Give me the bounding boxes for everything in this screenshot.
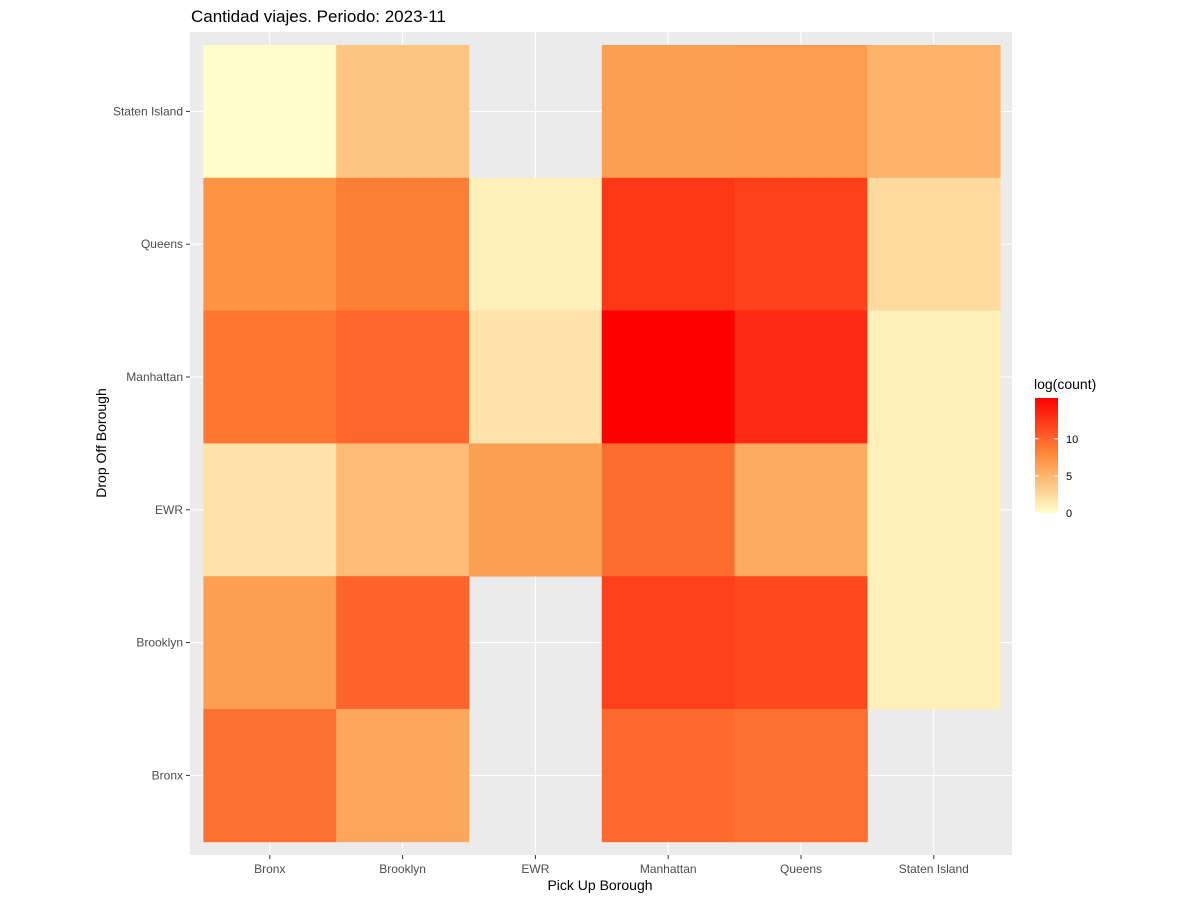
heatmap-cell [601, 709, 735, 843]
heatmap-cell [601, 443, 735, 577]
heatmap-cell [336, 177, 470, 311]
legend-title: log(count) [1034, 376, 1096, 392]
y-axis: Bronx Brooklyn EWR Manhattan Queens Staten Is… [113, 104, 190, 782]
legend-tick-label: 10 [1066, 434, 1078, 446]
heatmap-cell [734, 310, 868, 444]
y-tick-label: Bronx [152, 768, 183, 782]
heatmap-cells [203, 45, 1001, 843]
x-tick-label: Queens [780, 862, 822, 876]
heatmap-cell [601, 310, 735, 444]
y-tick-label: Brooklyn [136, 636, 183, 650]
heatmap-cell [336, 310, 470, 444]
heatmap-cell [336, 45, 470, 179]
heatmap-cell [203, 576, 337, 710]
x-tick-label: EWR [521, 862, 549, 876]
heatmap-cell [867, 443, 1001, 577]
y-tick-label: Staten Island [113, 104, 183, 118]
heatmap-cell [203, 443, 337, 577]
heatmap-cell [203, 709, 337, 843]
heatmap-cell [336, 576, 470, 710]
x-tick-label: Brooklyn [379, 862, 426, 876]
legend-tick-label: 5 [1066, 471, 1072, 483]
x-tick-label: Staten Island [899, 862, 969, 876]
heatmap-cell [734, 45, 868, 179]
x-axis-title: Pick Up Borough [547, 877, 652, 893]
legend-colorbar [1035, 398, 1058, 513]
heatmap-cell [203, 310, 337, 444]
heatmap-cell [601, 576, 735, 710]
color-legend: log(count) 0 5 10 [1034, 376, 1096, 520]
x-tick-label: Manhattan [640, 862, 697, 876]
heatmap-cell [203, 45, 337, 179]
heatmap-cell [469, 177, 603, 311]
heatmap-cell [867, 310, 1001, 444]
heatmap-cell [734, 576, 868, 710]
chart-title: Cantidad viajes. Periodo: 2023-11 [191, 7, 446, 26]
heatmap-cell [734, 177, 868, 311]
heatmap-cell [601, 45, 735, 179]
x-tick-label: Bronx [254, 862, 285, 876]
x-axis: Bronx Brooklyn EWR Manhattan Queens Staten Is… [254, 855, 969, 876]
heatmap-cell [867, 177, 1001, 311]
heatmap-cell [336, 709, 470, 843]
legend-ticks: 0 5 10 [1035, 434, 1078, 520]
y-tick-label: Manhattan [126, 370, 183, 384]
heatmap-cell [336, 443, 470, 577]
heatmap-cell [469, 310, 603, 444]
heatmap-cell [469, 443, 603, 577]
legend-tick-label: 0 [1066, 508, 1072, 520]
heatmap-cell [601, 177, 735, 311]
y-tick-label: Queens [141, 237, 183, 251]
heatmap-cell [734, 443, 868, 577]
heatmap-cell [734, 709, 868, 843]
heatmap-cell [867, 576, 1001, 710]
y-tick-label: EWR [155, 503, 183, 517]
y-axis-title: Drop Off Borough [93, 388, 109, 497]
heatmap-cell [203, 177, 337, 311]
heatmap-cell [867, 45, 1001, 179]
